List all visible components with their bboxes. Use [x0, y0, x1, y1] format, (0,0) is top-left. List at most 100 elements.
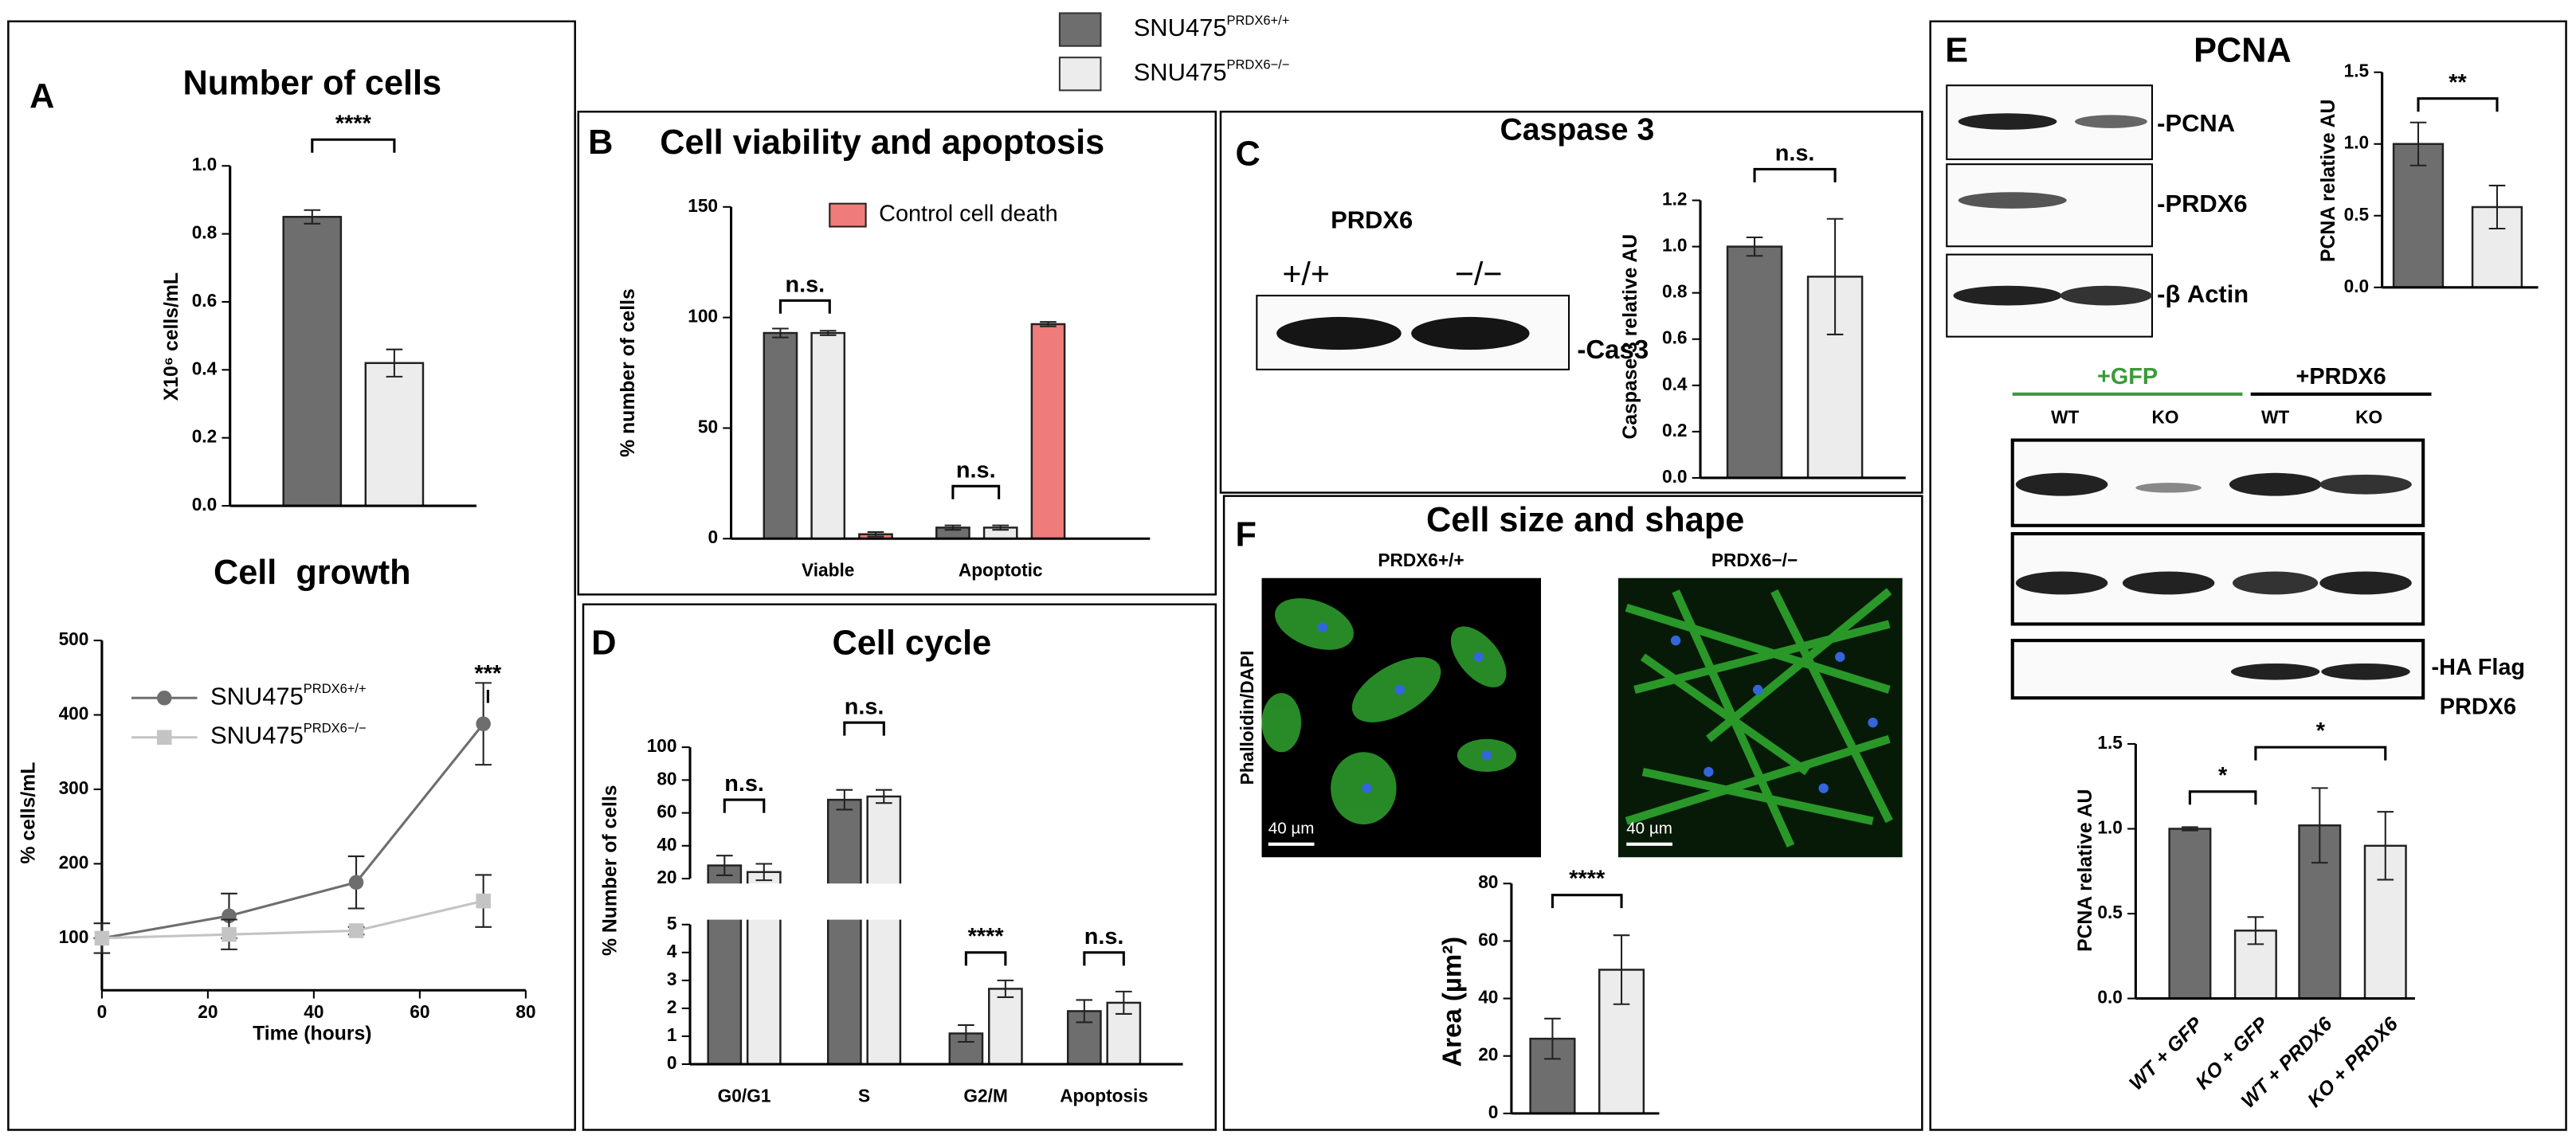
significance-bracket: [311, 138, 396, 153]
x-tick-label: 0: [97, 1001, 108, 1022]
blot-row-label: -β Actin: [2157, 280, 2249, 307]
y-tick-label: 0.5: [2344, 204, 2370, 225]
point: [348, 875, 364, 891]
y-tick-label: 0.2: [1662, 420, 1688, 440]
legend-label: SNU475PRDX6−/−: [1134, 58, 1290, 86]
y-tick-label: 50: [698, 416, 718, 436]
y-tick-label: 0: [667, 1052, 677, 1073]
error-bar: [1746, 236, 1763, 257]
legend-marker: [156, 730, 172, 746]
lane-label: WT: [2051, 407, 2079, 428]
x-tick-label: Apoptotic: [959, 559, 1043, 580]
y-tick-label: 0.0: [2097, 987, 2123, 1008]
blot-row-label: -PRDX6: [2157, 190, 2247, 217]
error-bar: [875, 789, 892, 804]
significance-bracket: [1551, 894, 1623, 909]
error-bar: [867, 530, 884, 538]
error-bar: [1115, 990, 1132, 1015]
chart-title: Number of cells: [182, 65, 441, 103]
significance-bracket: [2188, 790, 2257, 805]
legend-label: SNU475PRDX6+/+: [210, 682, 367, 710]
lane-label: KO: [2151, 407, 2178, 428]
significance-label: ****: [1569, 867, 1606, 892]
y-tick-label: 0.6: [1662, 327, 1688, 348]
error-bar: [819, 330, 837, 336]
error-bar: [997, 979, 1014, 998]
point: [94, 930, 110, 946]
bar: [2168, 828, 2212, 1000]
bar: [866, 795, 902, 1066]
y-tick-label: 1.5: [2097, 732, 2123, 753]
bar: [2392, 143, 2445, 289]
y-tick-label: 40: [657, 834, 676, 855]
axis-break: [686, 883, 1186, 920]
y-tick-label: 80: [657, 768, 676, 789]
significance-bracket: [778, 299, 831, 314]
blot-row-label: PRDX6: [2440, 694, 2516, 719]
significance-bracket: [951, 484, 1001, 499]
y-tick-label: 0.6: [192, 290, 217, 311]
significance-label: n.s.: [1084, 924, 1124, 949]
y-tick-label: 1.2: [1662, 189, 1688, 209]
stain-label: Phalloidin/DAPI: [1237, 651, 1257, 785]
y-tick-label: 0.4: [192, 358, 218, 378]
scale-bar-label: 40 µm: [1268, 820, 1315, 838]
y-tick-label: 1.0: [2097, 816, 2123, 837]
significance-label: ****: [968, 924, 1005, 949]
y-tick-label: 0.8: [1662, 281, 1688, 302]
legend-swatch: [1058, 12, 1102, 47]
y-tick-label: 400: [59, 703, 89, 724]
y-tick-label: 0.8: [192, 222, 217, 243]
y-tick-label: 0.5: [2097, 902, 2123, 922]
significance-label: ***: [475, 661, 502, 687]
panel-letter: E: [1945, 31, 1968, 69]
y-tick-label: 0.4: [1662, 374, 1688, 394]
y-tick-label: 40: [1478, 987, 1498, 1008]
significance-bracket: [843, 721, 885, 736]
y-tick-label: 0: [1488, 1102, 1499, 1122]
panel-letter: C: [1236, 135, 1261, 173]
y-tick-label: 150: [688, 195, 718, 216]
lane-label: WT: [2261, 407, 2289, 428]
y-axis-label: X10⁶ cells/mL: [161, 272, 182, 401]
y-tick-label: 1.0: [1662, 235, 1688, 256]
x-tick-label: 20: [198, 1001, 218, 1022]
error-bar: [2377, 811, 2394, 881]
y-tick-label: 4: [667, 941, 677, 961]
y-axis-label: % number of cells: [618, 288, 639, 457]
x-tick-label: S: [858, 1085, 870, 1106]
x-axis-label: Time (hours): [253, 1023, 371, 1044]
x-tick-label: G0/G1: [718, 1085, 771, 1106]
blot-row-label: -PCNA: [2157, 109, 2235, 137]
blots: [1256, 84, 2432, 700]
error-bar: [2488, 184, 2506, 230]
y-tick-label: 20: [657, 867, 676, 887]
significance-bracket: [1753, 167, 1837, 182]
lane-label: KO: [2355, 407, 2382, 428]
y-tick-label: 1: [667, 1024, 677, 1045]
chart-title: Cell growth: [214, 554, 411, 592]
point: [476, 716, 491, 732]
bar: [763, 331, 798, 540]
bar: [282, 216, 343, 507]
y-tick-label: 0.0: [2344, 276, 2370, 296]
chart-title: Cell viability and apoptosis: [660, 123, 1104, 162]
image-label: PRDX6+/+: [1378, 550, 1464, 570]
bar: [826, 798, 862, 1066]
error-bar: [836, 789, 853, 811]
significance-bracket: [2254, 746, 2387, 761]
y-axis-label: % cells/mL: [18, 762, 40, 864]
blot-header: PRDX6: [1331, 206, 1413, 234]
chart-title: PCNA: [2194, 31, 2292, 69]
group-label: +GFP: [2097, 364, 2158, 389]
error-bar: [772, 327, 789, 339]
error-bar: [958, 1024, 974, 1043]
y-tick-label: 80: [1478, 871, 1498, 892]
x-tick-label: Apoptosis: [1060, 1085, 1148, 1106]
panel-title: Cell size and shape: [1426, 501, 1744, 539]
significance-label: n.s.: [956, 457, 996, 483]
significance-label: n.s.: [845, 694, 884, 719]
bar: [810, 331, 846, 540]
y-tick-label: 100: [688, 306, 718, 327]
